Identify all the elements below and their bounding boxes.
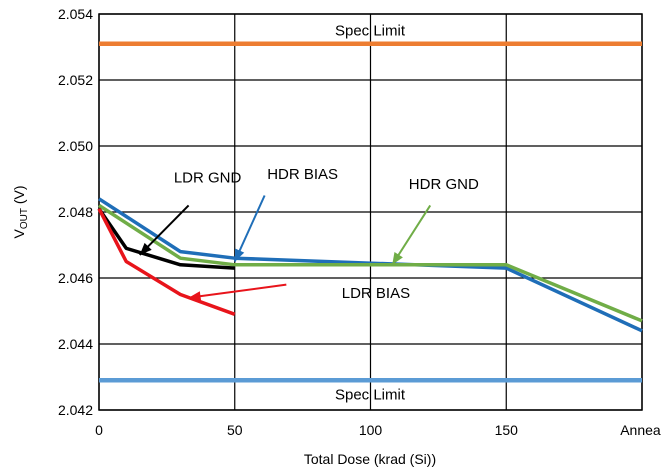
x-tick-labels: 0 50 100 150 Anneal — [95, 422, 661, 438]
series-annotations: LDR GND LDR BIAS HDR BIAS HDR GND — [139, 166, 479, 302]
spec-limit-label: Spec Limit — [335, 23, 406, 40]
x-axis-label: Total Dose (krad (Si)) — [304, 451, 436, 467]
x-tick-label: 0 — [95, 422, 103, 438]
annotation-arrowhead — [234, 248, 245, 262]
y-tick-label: 2.044 — [58, 336, 93, 352]
y-axis-label-sub: OUT — [19, 208, 30, 229]
annotation-arrow-line — [188, 283, 287, 299]
y-tick-label: 2.048 — [58, 204, 93, 220]
x-tick-label: 150 — [495, 422, 519, 438]
y-tick-label: 2.042 — [58, 402, 93, 418]
x-tick-label: Anneal — [620, 422, 661, 438]
x-tick-label: 50 — [227, 422, 243, 438]
y-tick-labels: 2.042 2.044 2.046 2.048 2.050 2.052 2.054 — [58, 6, 93, 418]
y-tick-label: 2.050 — [58, 138, 93, 154]
grid-lines — [98, 13, 643, 411]
annotation-arrowhead — [392, 251, 403, 265]
annotation-arrow-line — [233, 195, 266, 262]
y-axis-label-suffix: (V) — [11, 185, 27, 208]
y-tick-label: 2.052 — [58, 72, 93, 88]
y-axis-label-main: V — [11, 229, 27, 239]
annotation-arrowhead — [188, 291, 202, 302]
series-line — [97, 207, 236, 316]
y-axis-label: VOUT (V) — [11, 185, 30, 238]
annotation-arrowhead — [139, 242, 152, 255]
x-tick-label: 100 — [359, 422, 383, 438]
y-tick-label: 2.046 — [58, 270, 93, 286]
series-label: HDR BIAS — [267, 166, 338, 183]
series-label: LDR BIAS — [342, 285, 410, 302]
spec-limits: Spec Limit Spec Limit — [99, 23, 642, 403]
spec-limit-label: Spec Limit — [335, 386, 406, 403]
series-line — [97, 207, 235, 270]
series-label: LDR GND — [174, 169, 242, 186]
y-tick-label: 2.054 — [58, 6, 93, 22]
series-label: HDR GND — [409, 176, 479, 193]
